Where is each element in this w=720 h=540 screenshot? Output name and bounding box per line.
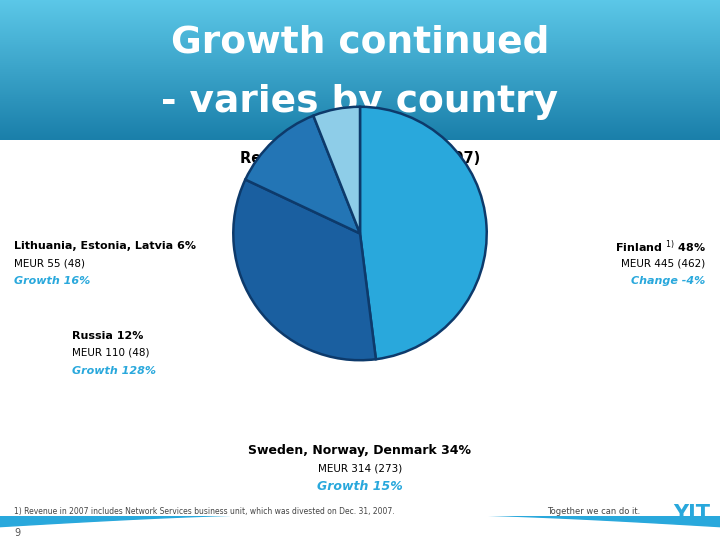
Text: MEUR 110 (48): MEUR 110 (48) xyxy=(72,348,150,358)
Text: Growth 15%: Growth 15% xyxy=(317,481,403,494)
Text: Finland $^{1)}$ 48%: Finland $^{1)}$ 48% xyxy=(615,238,706,254)
Text: Growth 11%: Growth 11% xyxy=(300,190,420,208)
Text: Together we can do it.: Together we can do it. xyxy=(547,507,641,516)
Text: Change -4%: Change -4% xyxy=(631,276,706,286)
Text: Growth 128%: Growth 128% xyxy=(72,366,156,375)
Wedge shape xyxy=(246,116,360,233)
Text: MEUR 55 (48): MEUR 55 (48) xyxy=(14,258,86,268)
Text: 9: 9 xyxy=(14,528,21,538)
Text: YIT: YIT xyxy=(673,504,710,524)
Text: Revenue 1-3/2008 (1-3/2007): Revenue 1-3/2008 (1-3/2007) xyxy=(240,151,480,166)
Text: Growth 16%: Growth 16% xyxy=(14,276,91,286)
Text: Sweden, Norway, Denmark 34%: Sweden, Norway, Denmark 34% xyxy=(248,443,472,457)
Wedge shape xyxy=(313,107,360,233)
Text: MEUR 445 (462): MEUR 445 (462) xyxy=(621,258,706,268)
Text: - varies by country: - varies by country xyxy=(161,84,559,120)
Text: MEUR 927 (834): MEUR 927 (834) xyxy=(282,170,438,187)
Text: Growth continued: Growth continued xyxy=(171,24,549,60)
Wedge shape xyxy=(360,107,487,359)
Wedge shape xyxy=(233,179,376,360)
Text: Russia 12%: Russia 12% xyxy=(72,331,143,341)
Text: 1) Revenue in 2007 includes Network Services business unit, which was divested o: 1) Revenue in 2007 includes Network Serv… xyxy=(14,507,395,516)
Text: MEUR 314 (273): MEUR 314 (273) xyxy=(318,463,402,473)
Text: Lithuania, Estonia, Latvia 6%: Lithuania, Estonia, Latvia 6% xyxy=(14,241,197,251)
